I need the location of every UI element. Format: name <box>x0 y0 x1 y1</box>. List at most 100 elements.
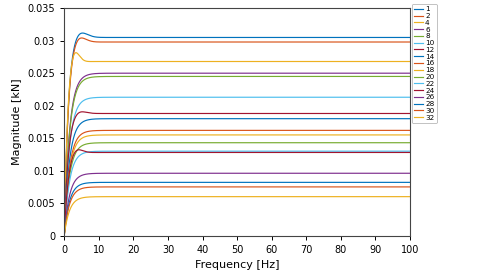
4 <box>363 60 369 63</box>
4 <box>194 60 200 63</box>
24 <box>363 151 369 154</box>
30 <box>363 185 369 189</box>
1 <box>400 36 406 39</box>
12 <box>407 112 413 115</box>
10 <box>209 96 215 99</box>
16 <box>407 129 413 132</box>
26 <box>209 172 215 175</box>
2 <box>61 234 67 237</box>
10 <box>194 96 200 99</box>
18 <box>194 133 200 136</box>
26 <box>255 172 261 175</box>
22 <box>194 150 200 153</box>
14 <box>194 117 200 120</box>
8 <box>255 75 261 78</box>
Line: 16: 16 <box>64 130 410 236</box>
2 <box>363 40 369 44</box>
30 <box>61 234 67 237</box>
Line: 14: 14 <box>64 119 410 236</box>
10 <box>101 96 107 99</box>
22 <box>400 150 406 153</box>
Line: 30: 30 <box>64 187 410 236</box>
Line: 18: 18 <box>64 135 410 236</box>
18 <box>61 234 67 237</box>
6 <box>194 72 200 75</box>
8 <box>407 75 413 78</box>
2 <box>400 40 406 44</box>
12 <box>101 112 107 115</box>
4 <box>400 60 406 63</box>
1 <box>61 234 67 237</box>
22 <box>255 150 261 153</box>
28 <box>363 181 369 184</box>
6 <box>209 72 215 75</box>
18 <box>209 133 215 136</box>
32 <box>255 195 261 198</box>
32 <box>101 195 107 198</box>
30 <box>121 185 127 189</box>
28 <box>121 181 127 184</box>
32 <box>121 195 127 198</box>
30 <box>209 185 215 189</box>
18 <box>400 133 406 136</box>
16 <box>61 234 67 237</box>
10 <box>400 96 406 99</box>
10 <box>121 96 127 99</box>
8 <box>61 234 67 237</box>
20 <box>255 141 261 144</box>
6 <box>363 72 369 75</box>
12 <box>80 110 85 113</box>
32 <box>61 234 67 237</box>
14 <box>61 234 67 237</box>
22 <box>101 150 107 153</box>
28 <box>194 181 200 184</box>
26 <box>400 172 406 175</box>
4 <box>73 51 79 54</box>
14 <box>101 117 107 120</box>
12 <box>122 112 127 115</box>
1 <box>101 36 107 39</box>
30 <box>194 185 200 189</box>
10 <box>363 96 369 99</box>
16 <box>255 129 261 132</box>
32 <box>400 195 406 198</box>
6 <box>121 72 127 75</box>
14 <box>255 117 261 120</box>
Line: 22: 22 <box>64 151 410 236</box>
20 <box>400 141 406 144</box>
16 <box>121 129 127 132</box>
24 <box>61 234 67 237</box>
20 <box>407 141 413 144</box>
1 <box>363 36 369 39</box>
22 <box>407 150 413 153</box>
14 <box>209 117 215 120</box>
2 <box>209 40 215 44</box>
Line: 4: 4 <box>64 53 410 236</box>
18 <box>121 133 127 136</box>
2 <box>79 36 84 40</box>
30 <box>255 185 261 189</box>
Line: 28: 28 <box>64 182 410 236</box>
22 <box>61 234 67 237</box>
24 <box>76 148 82 152</box>
20 <box>194 141 200 144</box>
18 <box>101 133 107 137</box>
24 <box>194 151 200 154</box>
14 <box>400 117 406 120</box>
4 <box>407 60 413 63</box>
26 <box>363 172 369 175</box>
28 <box>209 181 215 184</box>
26 <box>61 234 67 237</box>
Line: 32: 32 <box>64 197 410 236</box>
1 <box>122 36 127 39</box>
4 <box>122 60 127 63</box>
X-axis label: Frequency [Hz]: Frequency [Hz] <box>195 260 280 270</box>
18 <box>255 133 261 136</box>
12 <box>363 112 369 115</box>
30 <box>400 185 406 189</box>
22 <box>209 150 215 153</box>
18 <box>363 133 369 136</box>
18 <box>407 133 413 136</box>
16 <box>101 129 107 132</box>
Line: 26: 26 <box>64 173 410 236</box>
